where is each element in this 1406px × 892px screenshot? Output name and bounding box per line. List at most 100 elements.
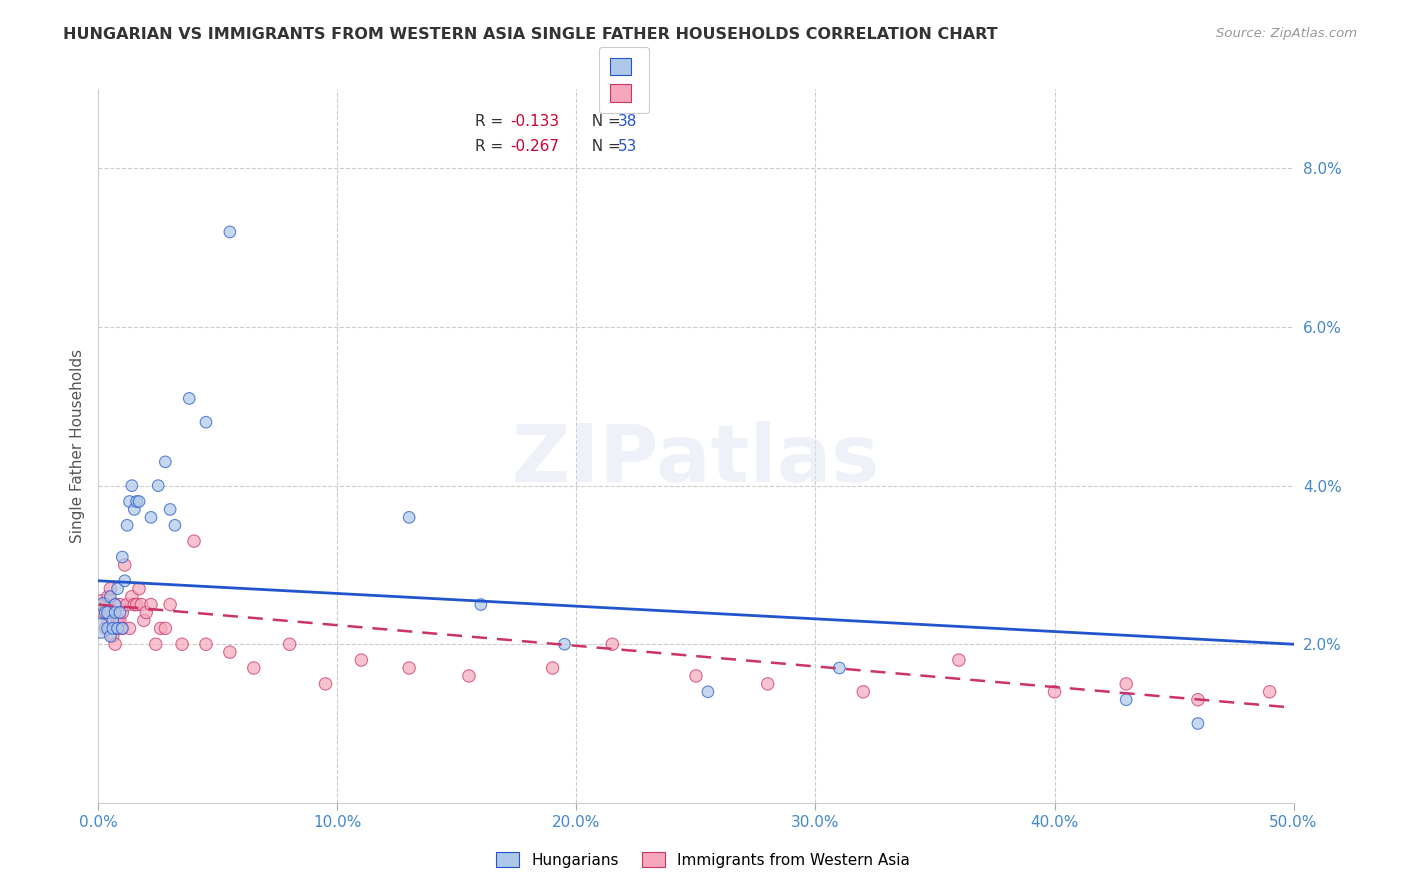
Point (91, 606, 114, 620)
Point (139, 510, 162, 524)
Point (115, 518, 138, 533)
Point (98, 629, 122, 643)
Point (554, 637, 576, 651)
Text: N =: N = (582, 139, 626, 154)
Point (219, 225, 242, 239)
Point (101, 621, 124, 635)
Point (124, 502, 146, 516)
Point (179, 392, 201, 406)
Y-axis label: Single Father Households: Single Father Households (69, 349, 84, 543)
Point (243, 661, 266, 675)
Point (1187, 716, 1209, 731)
Point (94, 598, 117, 612)
Point (163, 518, 186, 533)
Point (118, 494, 141, 508)
Point (139, 598, 162, 612)
Point (149, 621, 172, 635)
Point (107, 621, 129, 635)
Point (97, 590, 120, 604)
Point (108, 614, 131, 628)
Point (118, 621, 141, 635)
Point (125, 598, 148, 612)
Point (148, 478, 170, 492)
Point (131, 598, 153, 612)
Point (145, 637, 167, 651)
Point (155, 455, 177, 469)
Point (183, 534, 205, 549)
Legend: , : , (599, 47, 650, 112)
Point (94, 621, 117, 635)
Point (1187, 692, 1209, 706)
Point (115, 598, 138, 612)
Point (1043, 685, 1066, 699)
Point (90, 621, 112, 635)
Point (697, 685, 720, 699)
Point (159, 502, 181, 516)
Point (128, 494, 150, 508)
Point (278, 637, 301, 651)
Point (114, 574, 136, 588)
Point (756, 677, 779, 691)
Point (111, 621, 134, 635)
Point (104, 606, 127, 620)
Legend: Hungarians, Immigrants from Western Asia: Hungarians, Immigrants from Western Asia (484, 839, 922, 880)
Point (852, 685, 875, 699)
Point (132, 614, 155, 628)
Point (1115, 692, 1137, 706)
Point (98, 590, 122, 604)
Point (541, 661, 564, 675)
Text: 53: 53 (619, 139, 638, 154)
Point (128, 582, 150, 596)
Point (104, 637, 127, 651)
Text: R =: R = (475, 139, 513, 154)
Point (101, 606, 124, 620)
Point (315, 677, 337, 691)
Point (98, 621, 122, 635)
Point (155, 621, 177, 635)
Point (458, 669, 481, 683)
Point (97, 621, 120, 635)
Point (219, 645, 242, 659)
Point (195, 637, 218, 651)
Text: -0.267: -0.267 (510, 139, 560, 154)
Point (172, 637, 194, 651)
Point (97, 606, 120, 620)
Point (121, 478, 143, 492)
Point (602, 637, 624, 651)
Point (108, 598, 131, 612)
Point (114, 558, 136, 572)
Point (107, 582, 129, 596)
Point (124, 598, 146, 612)
Point (828, 661, 851, 675)
Text: Source: ZipAtlas.com: Source: ZipAtlas.com (1216, 27, 1357, 40)
Point (398, 510, 420, 524)
Point (159, 598, 181, 612)
Point (135, 606, 157, 620)
Point (111, 549, 134, 564)
Text: HUNGARIAN VS IMMIGRANTS FROM WESTERN ASIA SINGLE FATHER HOUSEHOLDS CORRELATION C: HUNGARIAN VS IMMIGRANTS FROM WESTERN ASI… (63, 27, 998, 42)
Point (111, 621, 134, 635)
Point (1115, 677, 1137, 691)
Point (98, 582, 122, 596)
Point (104, 598, 127, 612)
Point (398, 661, 420, 675)
Point (1258, 685, 1281, 699)
Point (101, 614, 124, 628)
Point (125, 494, 148, 508)
Point (470, 598, 492, 612)
Point (350, 653, 373, 667)
Point (90, 598, 112, 612)
Point (685, 669, 707, 683)
Text: ZIPatlas: ZIPatlas (512, 421, 880, 500)
Point (121, 590, 143, 604)
Point (111, 606, 134, 620)
Text: N =: N = (582, 114, 626, 129)
Point (94, 606, 117, 620)
Point (104, 598, 127, 612)
Point (107, 614, 129, 628)
Text: -0.133: -0.133 (510, 114, 560, 129)
Point (108, 606, 131, 620)
Point (97, 614, 120, 628)
Text: R =: R = (475, 114, 513, 129)
Point (195, 415, 218, 429)
